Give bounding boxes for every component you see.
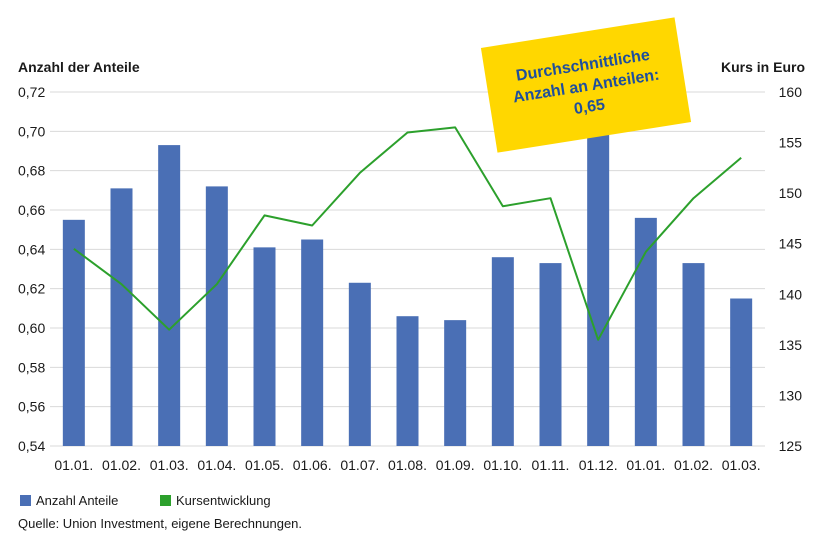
x-tick-label: 01.04. bbox=[197, 457, 236, 473]
kurs-line bbox=[73, 126, 742, 341]
legend-swatch-line bbox=[160, 495, 171, 506]
source-note: Quelle: Union Investment, eigene Berechn… bbox=[18, 516, 302, 531]
bar-series bbox=[62, 133, 753, 447]
x-tick-label: 01.09. bbox=[436, 457, 475, 473]
x-tick-label: 01.10. bbox=[483, 457, 522, 473]
bar bbox=[539, 263, 562, 446]
left-axis-ticks: 0,72 0,70 0,68 0,66 0,64 0,62 0,60 0,58 0,56 0,54 bbox=[18, 84, 45, 454]
x-tick-label: 01.01. bbox=[626, 457, 665, 473]
legend-swatch-bars bbox=[20, 495, 31, 506]
right-axis-title: Kurs in Euro bbox=[721, 59, 805, 75]
x-tick-label: 01.11. bbox=[532, 457, 570, 473]
bar bbox=[158, 145, 181, 446]
bar bbox=[205, 186, 228, 446]
left-tick-label: 0,72 bbox=[18, 84, 45, 100]
x-tick-label: 01.03. bbox=[150, 457, 189, 473]
bar bbox=[301, 239, 324, 446]
legend-label-bars: Anzahl Anteile bbox=[36, 493, 118, 508]
right-tick-label: 160 bbox=[779, 84, 803, 100]
left-tick-label: 0,68 bbox=[18, 163, 45, 179]
callout-background bbox=[480, 17, 692, 153]
x-tick-label: 01.02. bbox=[102, 457, 141, 473]
left-tick-label: 0,66 bbox=[18, 202, 45, 218]
right-tick-label: 150 bbox=[779, 185, 803, 201]
bar bbox=[396, 316, 419, 446]
right-tick-label: 145 bbox=[779, 236, 803, 252]
right-tick-label: 125 bbox=[779, 438, 803, 454]
left-axis-title: Anzahl der Anteile bbox=[18, 59, 140, 75]
x-tick-label: 01.08. bbox=[388, 457, 427, 473]
left-tick-label: 0,54 bbox=[18, 438, 45, 454]
x-tick-label: 01.02. bbox=[674, 457, 713, 473]
left-tick-label: 0,60 bbox=[18, 320, 45, 336]
right-tick-label: 130 bbox=[779, 387, 803, 403]
callout-box: Durchschnittliche Anzahl an Anteilen: 0,… bbox=[480, 17, 692, 153]
x-tick-label: 01.06. bbox=[293, 457, 332, 473]
bar bbox=[730, 298, 753, 446]
bar bbox=[110, 188, 133, 446]
bar bbox=[62, 219, 85, 446]
bar bbox=[348, 282, 371, 446]
x-tick-label: 01.01. bbox=[54, 457, 93, 473]
right-axis-ticks: 160 155 150 145 140 135 130 125 bbox=[779, 84, 803, 454]
bar bbox=[587, 133, 610, 447]
left-tick-label: 0,62 bbox=[18, 281, 45, 297]
left-tick-label: 0,58 bbox=[18, 359, 45, 375]
bar bbox=[682, 263, 705, 446]
line-series bbox=[73, 126, 742, 341]
x-tick-label: 01.12. bbox=[579, 457, 618, 473]
x-tick-label: 01.05. bbox=[245, 457, 284, 473]
left-tick-label: 0,64 bbox=[18, 241, 45, 257]
bar bbox=[491, 257, 514, 446]
bar bbox=[253, 247, 276, 446]
left-tick-label: 0,70 bbox=[18, 123, 45, 139]
x-tick-label: 01.03. bbox=[722, 457, 761, 473]
legend: Anzahl Anteile Kursentwicklung bbox=[20, 493, 271, 508]
right-tick-label: 140 bbox=[779, 286, 803, 302]
x-tick-label: 01.07. bbox=[340, 457, 379, 473]
legend-label-line: Kursentwicklung bbox=[176, 493, 271, 508]
left-tick-label: 0,56 bbox=[18, 399, 45, 415]
bar bbox=[634, 217, 657, 446]
right-tick-label: 135 bbox=[779, 337, 803, 353]
right-tick-label: 155 bbox=[779, 135, 803, 151]
bar bbox=[444, 320, 467, 446]
x-axis-ticks: 01.01. 01.02. 01.03. 01.04. 01.05. 01.06. 01.0… bbox=[54, 457, 760, 473]
callout-line-3: 0,65 bbox=[573, 96, 607, 118]
